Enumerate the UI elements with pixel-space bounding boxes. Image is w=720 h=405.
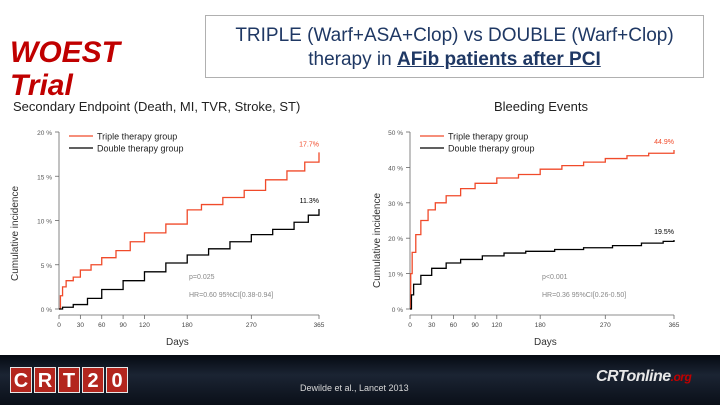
chart-1-secondary-endpoint: 0 % 5 % 10 % 15 % 20 % 0 30 60 90 120 180 270 365 17.… xyxy=(37,130,325,329)
y-tick-label: 50 % xyxy=(388,130,403,137)
x-tick-label: 30 xyxy=(428,322,436,329)
chart-1-title: Secondary Endpoint (Death, MI, TVR, Stro… xyxy=(13,99,301,114)
x-tick-label: 0 xyxy=(57,322,61,329)
series-line-triple xyxy=(59,152,320,310)
end-value-label: 44.9% xyxy=(654,139,674,146)
title-line-2: therapy in AFib patients after PCI xyxy=(206,48,703,72)
citation: Dewilde et al., Lancet 2013 xyxy=(300,383,409,393)
chart-1-xlabel: Days xyxy=(166,337,189,348)
legend-label: Triple therapy group xyxy=(448,132,528,142)
x-tick-label: 60 xyxy=(450,322,458,329)
end-value-label: 11.3% xyxy=(300,198,319,205)
x-tick-label: 90 xyxy=(471,322,479,329)
p-value-annotation: p=0.025 xyxy=(189,274,215,281)
x-tick-label: 180 xyxy=(182,322,193,329)
brand-main: CRTonline xyxy=(596,368,671,385)
x-tick-label: 270 xyxy=(600,322,611,329)
series-line-triple xyxy=(410,150,675,310)
y-tick-label: 30 % xyxy=(388,201,403,208)
p-value-annotation: p<0.001 xyxy=(542,274,568,281)
y-tick-label: 15 % xyxy=(37,174,52,181)
logo-letter: R xyxy=(34,367,56,393)
x-tick-label: 30 xyxy=(77,322,85,329)
chart-2-xlabel: Days xyxy=(534,337,557,348)
brand-suffix: .org xyxy=(670,370,692,384)
title-line-1: TRIPLE (Warf+ASA+Clop) vs DOUBLE (Warf+C… xyxy=(235,25,674,46)
y-tick-label: 10 % xyxy=(37,219,52,226)
chart-2-ylabel: Cumulative incidence xyxy=(372,192,383,288)
y-tick-label: 10 % xyxy=(388,272,403,279)
x-tick-label: 120 xyxy=(139,322,150,329)
x-tick-label: 270 xyxy=(246,322,257,329)
end-value-label: 19.5% xyxy=(654,229,674,236)
chart-2-bleeding-events: 0 % 10 % 20 % 30 % 40 % 50 % 0 30 60 90 120 180 270 3… xyxy=(388,130,680,329)
y-tick-label: 0 % xyxy=(392,307,403,314)
x-tick-label: 365 xyxy=(314,322,325,329)
logo-letter: C xyxy=(10,367,32,393)
series-line-double xyxy=(59,208,320,310)
series-line-double xyxy=(410,239,675,310)
x-tick-label: 0 xyxy=(408,322,412,329)
crtonline-logo[interactable]: CRTonline.org xyxy=(596,368,692,386)
x-tick-label: 90 xyxy=(119,322,127,329)
hr-annotation: HR=0.60 95%CI[0.38-0.94] xyxy=(189,292,273,299)
chart-2-title: Bleeding Events xyxy=(494,99,588,114)
end-value-label: 17.7% xyxy=(299,141,319,148)
chart-1-ylabel: Cumulative incidence xyxy=(10,185,21,281)
slide-title: TRIPLE (Warf+ASA+Clop) vs DOUBLE (Warf+C… xyxy=(205,15,704,78)
legend-label: Double therapy group xyxy=(97,144,184,154)
crt20-logo: C R T 2 0 xyxy=(10,367,128,393)
x-tick-label: 180 xyxy=(535,322,546,329)
logo-letter: 2 xyxy=(82,367,104,393)
x-tick-label: 60 xyxy=(98,322,106,329)
y-tick-label: 5 % xyxy=(41,263,52,270)
y-tick-label: 20 % xyxy=(37,130,52,137)
y-tick-label: 40 % xyxy=(388,165,403,172)
title-line-2-prefix: therapy in xyxy=(308,49,397,70)
legend-label: Double therapy group xyxy=(448,144,535,154)
x-tick-label: 365 xyxy=(669,322,680,329)
y-tick-label: 20 % xyxy=(388,236,403,243)
legend-label: Triple therapy group xyxy=(97,132,177,142)
logo-letter: T xyxy=(58,367,80,393)
trial-name: WOEST Trial xyxy=(10,36,120,102)
title-highlight: AFib patients after PCI xyxy=(396,49,601,70)
hr-annotation: HR=0.36 95%CI[0.26-0.50] xyxy=(542,292,626,299)
x-tick-label: 120 xyxy=(491,322,502,329)
logo-letter: 0 xyxy=(106,367,128,393)
y-tick-label: 0 % xyxy=(41,307,52,314)
